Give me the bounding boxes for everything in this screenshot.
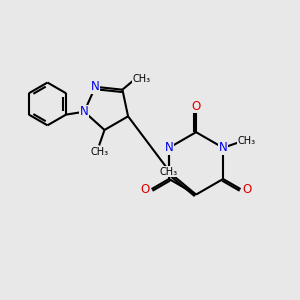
Text: O: O: [191, 100, 201, 112]
Text: CH₃: CH₃: [91, 147, 109, 157]
Text: CH₃: CH₃: [238, 136, 256, 146]
Text: N: N: [219, 141, 227, 154]
Text: CH₃: CH₃: [160, 167, 178, 176]
Text: N: N: [91, 80, 100, 93]
Text: N: N: [165, 141, 173, 154]
Text: N: N: [80, 105, 88, 118]
Text: CH₃: CH₃: [132, 74, 151, 84]
Text: O: O: [242, 183, 252, 196]
Text: O: O: [140, 183, 150, 196]
